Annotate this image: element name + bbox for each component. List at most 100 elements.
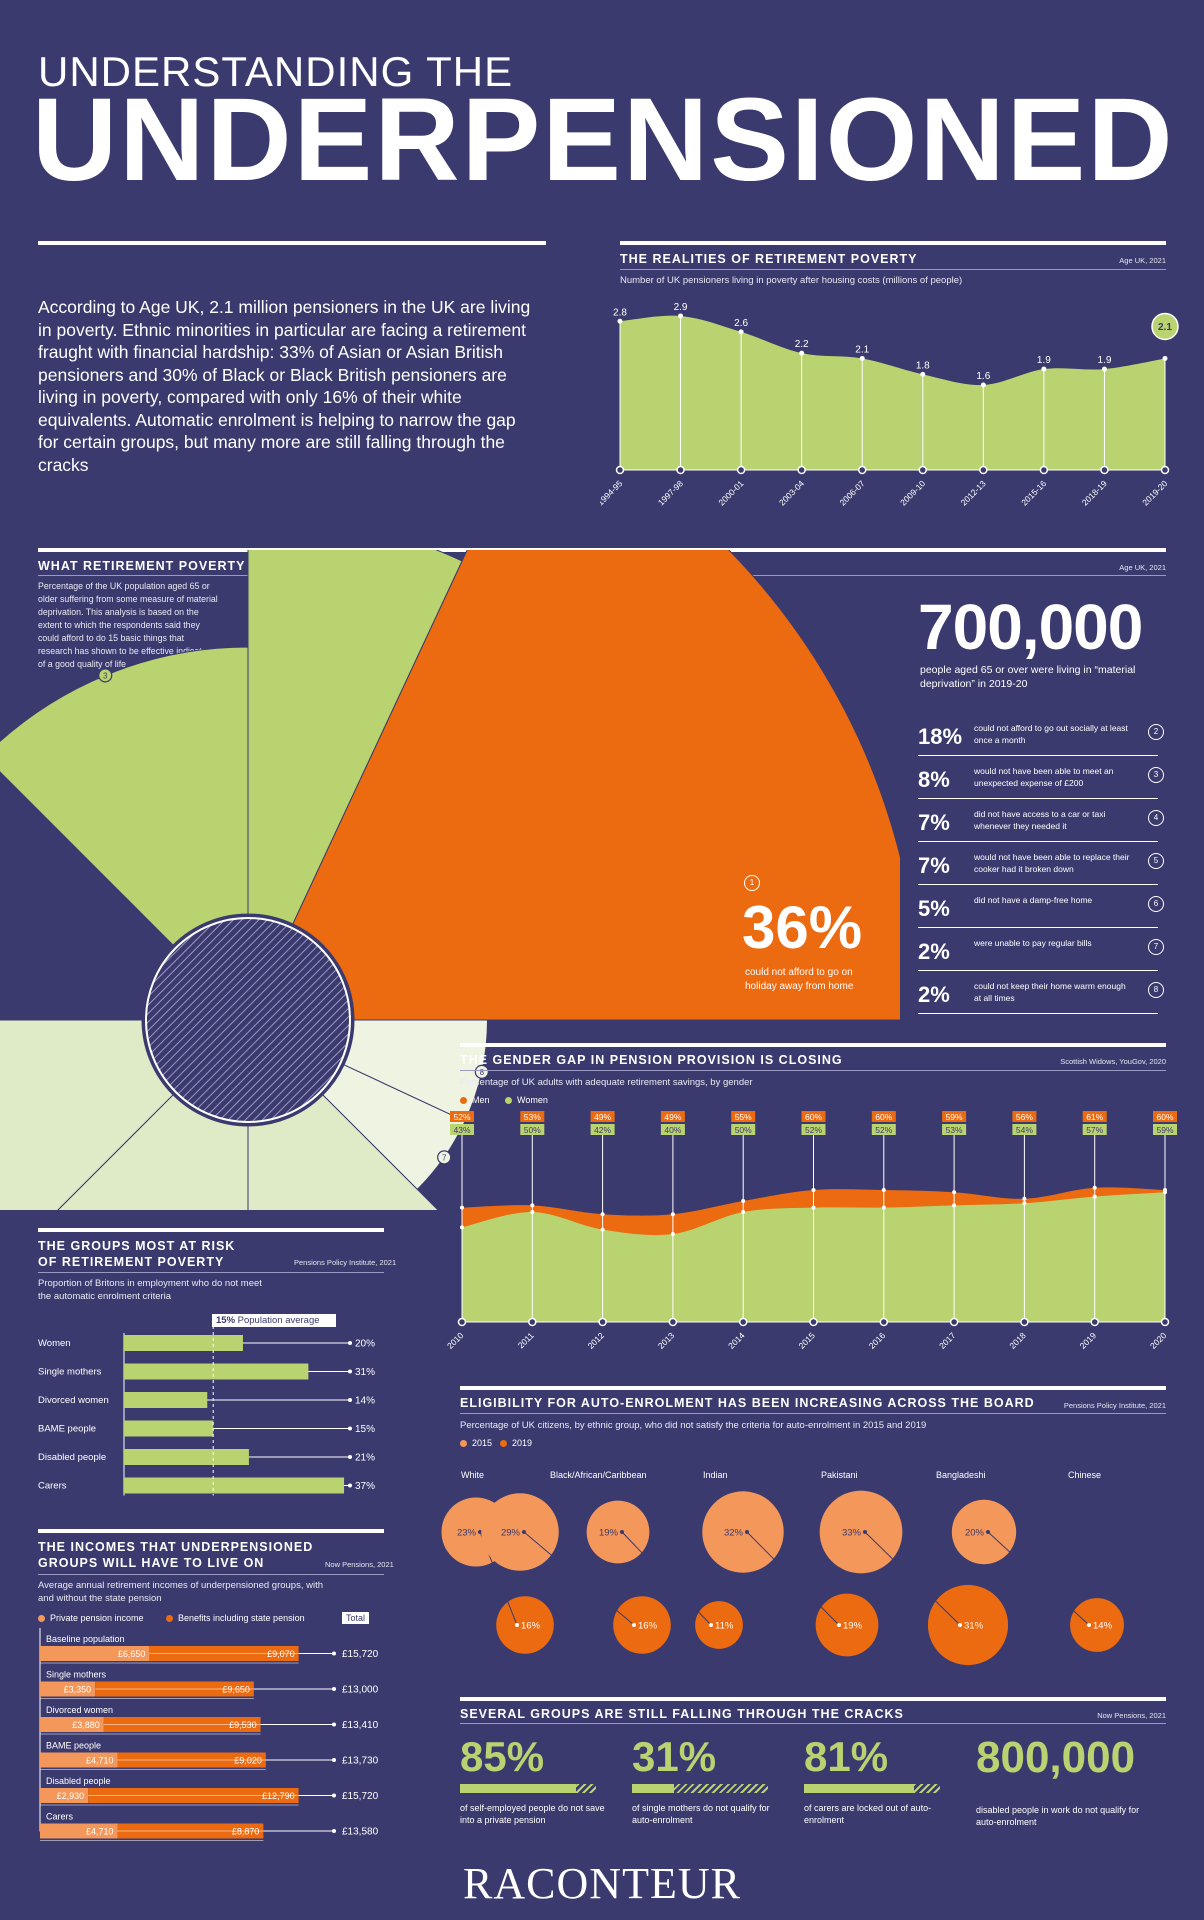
poverty-point bbox=[859, 355, 865, 361]
men-point bbox=[600, 1212, 605, 1217]
stat-underline bbox=[918, 927, 1158, 928]
deprivation-segment-badge bbox=[474, 1064, 489, 1079]
eligibility-2019-label: 16% bbox=[638, 1621, 658, 1632]
eligibility-group-label: Bangladeshi bbox=[936, 1470, 986, 1480]
title-line-1: UNDERSTANDING THE bbox=[38, 48, 514, 95]
looks-like-description: Percentage of the UK population aged 65 … bbox=[38, 581, 218, 669]
gender-title: THE GENDER GAP IN PENSION PROVISION IS C… bbox=[460, 1053, 843, 1067]
women-point bbox=[881, 1205, 886, 1210]
headline-caption: people aged 65 or over were living in “m… bbox=[920, 664, 1136, 690]
gender-x-tick: 2010 bbox=[445, 1330, 466, 1351]
women-point bbox=[1163, 1190, 1167, 1195]
incomes-category-label: BAME people bbox=[46, 1741, 101, 1751]
legend-men-swatch bbox=[460, 1097, 467, 1105]
poverty-base-dot bbox=[1100, 465, 1109, 475]
poverty-x-tick: 2003-04 bbox=[777, 478, 806, 507]
poverty-x-tick: 2015-16 bbox=[1019, 478, 1048, 507]
cracks-stat-track bbox=[804, 1784, 940, 1793]
eligibility-2015-dot bbox=[986, 1530, 990, 1534]
legend-men: Men bbox=[460, 1095, 490, 1105]
women-label-box bbox=[450, 1124, 474, 1135]
stat-description: could not keep their home warm enough at… bbox=[974, 981, 1126, 1003]
private-income-bar bbox=[40, 1752, 118, 1768]
gender-x-tick: 2011 bbox=[516, 1330, 536, 1350]
stat-percentage: 2% bbox=[918, 939, 950, 964]
stat-percentage: 8% bbox=[918, 767, 950, 792]
stat-percentage: 18% bbox=[918, 724, 963, 749]
incomes-title: THE INCOMES THAT UNDERPENSIONED GROUPS W… bbox=[38, 1539, 313, 1571]
men-point bbox=[530, 1203, 535, 1208]
eligibility-2015-dot bbox=[620, 1530, 624, 1534]
incomes-rule bbox=[38, 1529, 384, 1533]
at-risk-category-label: Divorced women bbox=[38, 1395, 109, 1406]
stat-row: 7% would not have been able to replace th… bbox=[918, 847, 1164, 885]
gender-base-dot bbox=[1160, 1317, 1170, 1327]
women-value-label: 40% bbox=[664, 1125, 681, 1135]
deprivation-segment-badge bbox=[98, 668, 113, 683]
at-risk-value-label: 37% bbox=[355, 1481, 375, 1492]
deprivation-segment bbox=[292, 550, 900, 1021]
stat-row: 8% would not have been able to meet an un… bbox=[918, 761, 1164, 799]
women-label-box bbox=[942, 1124, 967, 1135]
women-value-label: 42% bbox=[594, 1125, 611, 1135]
looks-like-source: Age UK, 2021 bbox=[1119, 563, 1166, 572]
deprivation-segment bbox=[247, 1094, 439, 1210]
women-value-label: 50% bbox=[735, 1125, 752, 1135]
men-point bbox=[741, 1199, 746, 1203]
gender-x-tick: 2018 bbox=[1007, 1330, 1028, 1351]
poverty-base-dot bbox=[979, 465, 988, 475]
stat-percentage: 5% bbox=[918, 896, 950, 921]
at-risk-category-label: BAME people bbox=[38, 1424, 96, 1435]
women-label-box bbox=[660, 1124, 685, 1135]
men-label-box bbox=[1153, 1111, 1177, 1122]
main-caption: could not afford to go on holiday away f… bbox=[745, 967, 854, 992]
stat-row: 2% were unable to pay regular bills 7 bbox=[918, 933, 1164, 971]
men-label-box bbox=[871, 1111, 896, 1122]
stat-description: would not have been able to replace thei… bbox=[974, 852, 1130, 874]
gender-base-dot bbox=[1020, 1317, 1029, 1327]
at-risk-category-label: Disabled people bbox=[38, 1452, 106, 1463]
poverty-point bbox=[1162, 355, 1168, 361]
women-label-box bbox=[1012, 1124, 1037, 1135]
poverty-area-chart: 2.8 1994-95 2.9 1997-98 2.6 2000-01 2.2 2003-04… bbox=[600, 302, 1179, 507]
eligibility-2015-label: 29% bbox=[501, 1528, 521, 1539]
men-label-box bbox=[1012, 1111, 1037, 1122]
legend-2019-swatch bbox=[500, 1440, 507, 1448]
private-value-label: £6,650 bbox=[118, 1649, 146, 1659]
at-risk-value-label: 14% bbox=[355, 1396, 375, 1407]
men-value-label: 49% bbox=[594, 1112, 611, 1122]
total-value-label: £13,000 bbox=[342, 1685, 379, 1696]
legend-women: Women bbox=[505, 1095, 548, 1105]
men-label-box bbox=[731, 1111, 756, 1122]
eligibility-2019-dot bbox=[1087, 1623, 1091, 1627]
at-risk-end-dot bbox=[348, 1398, 352, 1402]
stat-description: were unable to pay regular bills bbox=[974, 938, 1092, 948]
poverty-value-label: 2.6 bbox=[734, 318, 748, 329]
gender-base-dot bbox=[598, 1317, 607, 1327]
poverty-x-tick: 1997-98 bbox=[656, 478, 685, 507]
eligibility-connector bbox=[523, 1531, 635, 1626]
men-label-box bbox=[1082, 1111, 1107, 1122]
poverty-base-dot bbox=[918, 465, 928, 475]
cracks-stat-fill bbox=[632, 1784, 675, 1793]
eligibility-2015-bubble bbox=[702, 1491, 784, 1573]
at-risk-bar bbox=[124, 1363, 309, 1380]
stat-underline bbox=[918, 755, 1158, 756]
eligibility-2019-label: 14% bbox=[1093, 1621, 1113, 1632]
deprivation-pie-chart: 2345678 bbox=[0, 550, 900, 1210]
gender-x-tick: 2020 bbox=[1148, 1330, 1169, 1351]
brand-logo: RACONTEUR bbox=[463, 1859, 741, 1908]
poverty-point bbox=[920, 371, 926, 377]
poverty-base-dot bbox=[615, 465, 625, 475]
gender-base-dot bbox=[809, 1317, 818, 1327]
eligibility-2019-bubble bbox=[927, 1584, 1009, 1666]
poverty-latest-badge bbox=[1151, 312, 1179, 341]
benefits-value-label: £9,530 bbox=[229, 1720, 257, 1730]
poverty-x-tick: 2000-01 bbox=[716, 478, 745, 507]
eligibility-2015-label: 19% bbox=[599, 1528, 619, 1539]
incomes-divider bbox=[38, 1574, 384, 1575]
stat-number: 3 bbox=[1148, 767, 1164, 783]
gender-x-tick: 2012 bbox=[586, 1330, 607, 1351]
at-risk-category-label: Carers bbox=[38, 1481, 67, 1492]
legend-benefits: Benefits including state pension bbox=[166, 1613, 305, 1623]
